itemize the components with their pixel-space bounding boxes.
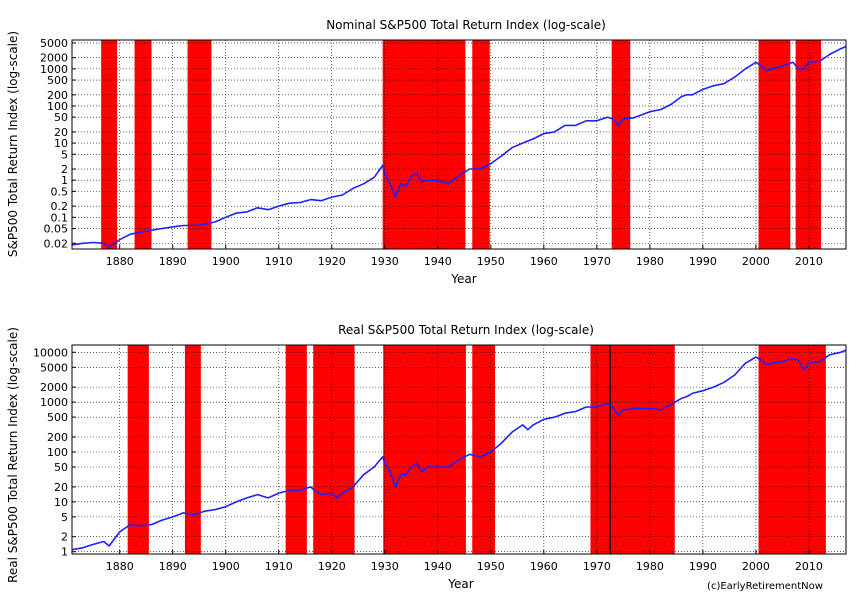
real-x-tick-label-1940: 1940 <box>424 560 452 573</box>
real-x-tick-label-1970: 1970 <box>583 560 611 573</box>
real-y-tick-label-12: 10000 <box>33 346 68 359</box>
nominal-shaded-period-3 <box>382 40 466 249</box>
real-x-tick-label-2010: 2010 <box>795 560 823 573</box>
nominal-shaded-period-1 <box>134 40 152 249</box>
real-y-tick-label-9: 1000 <box>40 396 68 409</box>
nominal-shaded-period-4 <box>472 40 490 249</box>
real-x-tick-label-1890: 1890 <box>159 560 187 573</box>
nominal-y-tick-label-11: 100 <box>47 100 68 113</box>
real-y-tick-label-5: 50 <box>54 461 68 474</box>
nominal-series <box>71 45 847 248</box>
real-x-tick-label-1950: 1950 <box>477 560 505 573</box>
real-chart-title: Real S&P500 Total Return Index (log-scal… <box>338 323 594 337</box>
nominal-x-tick-label-1940: 1940 <box>424 255 452 268</box>
copyright-credit: (c)EarlyRetirementNow <box>707 581 823 592</box>
real-y-tick-label-2: 5 <box>61 511 68 524</box>
nominal-y-tick-label-6: 2 <box>61 163 68 176</box>
nominal-y-tick-label-16: 5000 <box>40 37 68 50</box>
real-grid <box>72 345 846 554</box>
nominal-y-tick-label-14: 1000 <box>40 63 68 76</box>
nominal-y-tick-label-2: 0.1 <box>51 211 69 224</box>
nominal-y-tick-label-5: 1 <box>61 174 68 187</box>
real-y-tick-label-4: 20 <box>54 481 68 494</box>
nominal-y-tick-label-0: 0.02 <box>44 237 69 250</box>
real-shaded-period-4 <box>383 345 466 554</box>
nominal-y-tick-label-13: 500 <box>47 74 68 87</box>
real-y-tick-label-6: 100 <box>47 446 68 459</box>
nominal-y-tick-label-7: 5 <box>61 148 68 161</box>
real-shaded-periods <box>127 345 826 554</box>
real-y-tick-label-11: 5000 <box>40 361 68 374</box>
nominal-y-tick-label-9: 20 <box>54 126 68 139</box>
nominal-x-ticks: 1880 1890 1900 1910 1920 1930 1940 1950 1960 1970… <box>106 245 823 268</box>
nominal-y-tick-label-3: 0.2 <box>51 200 69 213</box>
real-x-tick-label-2000: 2000 <box>742 560 770 573</box>
nominal-shaded-periods <box>101 40 822 249</box>
real-x-ticks: 1880 1890 1900 1910 1920 1930 1940 1950 1960 1970… <box>106 550 823 573</box>
nominal-x-tick-label-1990: 1990 <box>689 255 717 268</box>
real-series-line-0 <box>71 349 847 551</box>
real-y-tick-label-10: 2000 <box>40 381 68 394</box>
nominal-y-tick-label-12: 200 <box>47 89 68 102</box>
nominal-y-tick-label-4: 0.5 <box>51 185 69 198</box>
nominal-shaded-period-2 <box>187 40 212 249</box>
real-x-tick-label-1930: 1930 <box>371 560 399 573</box>
nominal-shaded-period-5 <box>611 40 631 249</box>
real-shaded-period-2 <box>285 345 307 554</box>
nominal-x-tick-label-1900: 1900 <box>212 255 240 268</box>
nominal-x-tick-label-1910: 1910 <box>265 255 293 268</box>
nominal-grid <box>72 40 846 249</box>
real-x-tick-label-1990: 1990 <box>689 560 717 573</box>
real-x-tick-label-1980: 1980 <box>636 560 664 573</box>
real-y-axis-label: Real S&P500 Total Return Index (log-scal… <box>6 327 20 583</box>
nominal-y-tick-label-15: 2000 <box>40 52 68 65</box>
nominal-x-tick-label-1970: 1970 <box>583 255 611 268</box>
real-shaded-period-0 <box>127 345 149 554</box>
nominal-y-tick-label-10: 50 <box>54 111 68 124</box>
real-y-tick-label-1: 2 <box>61 531 68 544</box>
real-y-tick-label-8: 500 <box>47 411 68 424</box>
nominal-y-tick-label-8: 10 <box>54 137 68 150</box>
nominal-series-line-0 <box>71 45 847 248</box>
nominal-x-tick-label-2000: 2000 <box>742 255 770 268</box>
nominal-chart-panel: Nominal S&P500 Total Return Index (log-s… <box>6 18 847 286</box>
real-shaded-period-6 <box>590 345 675 554</box>
nominal-x-tick-label-1960: 1960 <box>530 255 558 268</box>
nominal-shaded-period-6 <box>758 40 791 249</box>
real-x-tick-label-1880: 1880 <box>106 560 134 573</box>
real-shaded-period-1 <box>184 345 201 554</box>
real-y-tick-label-3: 10 <box>54 496 68 509</box>
real-chart-panel: Real S&P500 Total Return Index (log-scal… <box>6 323 847 591</box>
real-x-tick-label-1900: 1900 <box>212 560 240 573</box>
nominal-x-tick-label-2010: 2010 <box>795 255 823 268</box>
real-y-tick-label-0: 1 <box>61 546 68 559</box>
nominal-x-tick-label-1980: 1980 <box>636 255 664 268</box>
real-plot-frame <box>71 344 847 555</box>
nominal-plot-frame <box>71 39 847 250</box>
nominal-x-tick-label-1920: 1920 <box>318 255 346 268</box>
real-x-tick-label-1920: 1920 <box>318 560 346 573</box>
real-y-ticks: 1 2 5 10 20 50 100 200 500 1000 2000 5000 10000 <box>33 346 76 559</box>
real-x-axis-label: Year <box>447 577 473 591</box>
real-series <box>71 349 847 551</box>
nominal-x-tick-label-1950: 1950 <box>477 255 505 268</box>
nominal-x-tick-label-1890: 1890 <box>159 255 187 268</box>
real-y-tick-label-7: 200 <box>47 431 68 444</box>
nominal-chart-title: Nominal S&P500 Total Return Index (log-s… <box>326 18 606 32</box>
real-x-tick-label-1960: 1960 <box>530 560 558 573</box>
nominal-y-axis-label: S&P500 Total Return Index (log-scale) <box>6 31 20 257</box>
real-x-tick-label-1910: 1910 <box>265 560 293 573</box>
real-shaded-period-5 <box>472 345 496 554</box>
nominal-y-tick-label-1: 0.05 <box>44 222 69 235</box>
nominal-shaded-period-7 <box>795 40 822 249</box>
real-shaded-period-3 <box>313 345 355 554</box>
nominal-x-axis-label: Year <box>450 272 476 286</box>
nominal-x-tick-label-1880: 1880 <box>106 255 134 268</box>
nominal-x-tick-label-1930: 1930 <box>371 255 399 268</box>
real-shaded-period-7 <box>758 345 826 554</box>
nominal-shaded-period-0 <box>101 40 118 249</box>
